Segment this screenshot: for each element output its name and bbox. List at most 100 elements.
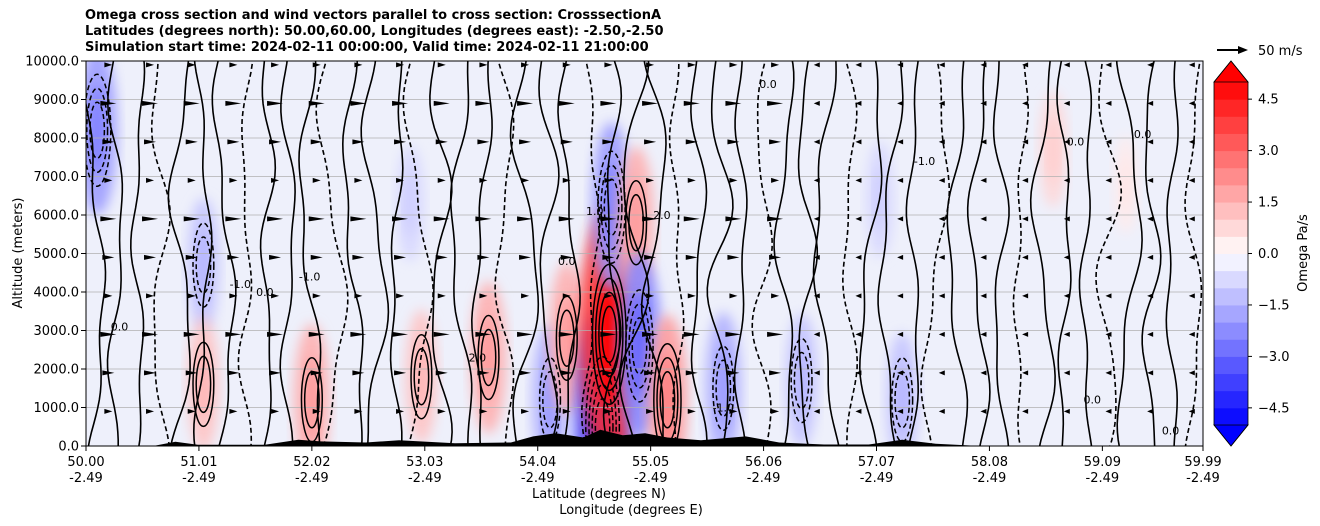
wind-vector <box>1022 293 1029 299</box>
contour-line <box>557 61 581 446</box>
y-tick-label: 4000.0 <box>34 286 80 301</box>
contour-line <box>966 61 991 446</box>
wind-vector <box>1105 62 1112 68</box>
wind-vector <box>350 216 367 222</box>
wind-vector <box>642 331 659 337</box>
wind-vector <box>104 408 113 414</box>
contour-line <box>706 61 734 446</box>
wind-vector <box>771 177 780 183</box>
wind-vector <box>642 216 659 222</box>
contour-line <box>946 61 969 446</box>
contour-line <box>315 61 349 446</box>
closed-contour <box>628 303 651 389</box>
wind-vector <box>646 293 655 299</box>
closed-contour <box>195 355 212 414</box>
wind-vector <box>392 100 409 106</box>
wind-vector <box>185 254 198 260</box>
contour-label: 0.0 <box>1134 128 1152 141</box>
wind-vector <box>646 177 655 183</box>
colorbar-label: Omega Pa/s <box>1296 214 1311 292</box>
closed-contour <box>598 291 621 378</box>
wind-vector <box>1188 139 1195 145</box>
wind-vector <box>1105 408 1112 414</box>
wind-vector <box>725 216 742 222</box>
wind-vector <box>727 139 740 145</box>
wind-vector <box>517 216 534 222</box>
x-tick-label-lat: 56.06 <box>745 455 782 470</box>
closed-contour <box>477 314 500 401</box>
wind-vector <box>1188 62 1195 68</box>
wind-vector <box>433 331 450 337</box>
wind-vector <box>144 370 157 376</box>
wind-vector <box>1063 216 1070 222</box>
wind-vector <box>813 370 820 376</box>
wind-vector <box>267 216 284 222</box>
wind-vector <box>354 177 363 183</box>
colorbar-band <box>1214 287 1248 306</box>
wind-vector <box>271 408 280 414</box>
wind-vector <box>855 100 862 106</box>
wind-vector <box>435 139 448 145</box>
wind-vector <box>1188 177 1195 183</box>
contour-line <box>1141 61 1162 446</box>
wind-vector <box>146 177 155 183</box>
wind-vector <box>1188 408 1195 414</box>
wind-vector <box>187 408 196 414</box>
wind-vector <box>225 331 242 337</box>
contour-label: 2.0 <box>469 351 487 364</box>
wind-vector <box>602 254 615 260</box>
wind-vector <box>855 254 862 260</box>
contour-line <box>402 61 434 446</box>
wind-vector <box>727 254 740 260</box>
wind-vector <box>558 100 575 106</box>
wind-vector <box>308 216 325 222</box>
closed-contour <box>86 87 109 174</box>
wind-vector <box>767 331 784 337</box>
wind-vector <box>227 139 240 145</box>
colorbar-band <box>1214 322 1248 340</box>
closed-contour <box>591 384 614 446</box>
wind-vector <box>1147 254 1154 260</box>
wind-vector <box>100 331 117 337</box>
x-tick-label-lat: 57.07 <box>858 455 895 470</box>
wind-vector <box>521 293 530 299</box>
wind-vector <box>980 216 987 222</box>
wind-vector <box>687 177 696 183</box>
wind-vector <box>1147 216 1154 222</box>
contour-line <box>841 61 859 446</box>
closed-contour <box>558 309 575 367</box>
title-line-2: Latitudes (degrees north): 50.00,60.00, … <box>85 24 664 39</box>
wind-vector <box>102 254 115 260</box>
contour-line <box>812 61 840 446</box>
wind-vector <box>183 100 200 106</box>
x-tick-label-lat: 51.01 <box>180 455 217 470</box>
wind-vector <box>354 293 363 299</box>
contour-line <box>773 61 795 446</box>
omega-feature-core <box>1046 117 1060 182</box>
wind-vector <box>855 139 862 145</box>
wind-vector <box>771 293 780 299</box>
contour-line <box>602 61 623 446</box>
wind-vector <box>142 216 159 222</box>
wind-vector <box>269 254 282 260</box>
terrain-profile <box>86 429 1203 446</box>
x-tick-label-lon: -2.49 <box>1086 471 1120 486</box>
y-tick-label: 7000.0 <box>34 170 80 185</box>
wind-vector <box>560 370 573 376</box>
wind-vector <box>897 177 904 183</box>
contour-label: -1.0 <box>299 270 320 283</box>
wind-vector <box>855 370 862 376</box>
wind-vector <box>1063 331 1070 337</box>
wind-vector <box>185 139 198 145</box>
wind-vector <box>146 62 155 68</box>
omega-feature-core <box>558 296 575 381</box>
wind-vector <box>435 370 448 376</box>
colorbar-tick-label: 0.0 <box>1258 247 1279 262</box>
wind-vector <box>1063 100 1070 106</box>
colorbar-band <box>1214 339 1248 357</box>
contour-line <box>429 61 453 446</box>
wind-vector <box>646 62 655 68</box>
contour-line <box>992 61 1010 446</box>
quiver-key: 50 m/s <box>1217 44 1303 59</box>
y-tick-label: 3000.0 <box>34 324 80 339</box>
